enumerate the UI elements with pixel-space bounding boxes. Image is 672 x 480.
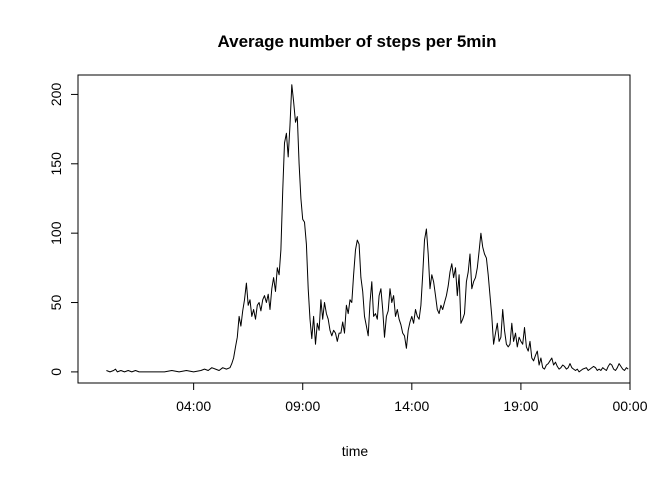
x-tick-label: 19:00 <box>503 398 538 414</box>
x-axis: 04:00 09:00 14:00 19:00 00:00 <box>176 382 648 414</box>
chart-title: Average number of steps per 5min <box>217 32 496 51</box>
series-line <box>106 84 629 373</box>
y-tick-label: 150 <box>48 152 64 176</box>
y-tick-label: 100 <box>48 221 64 245</box>
x-axis-label: time <box>342 443 369 459</box>
y-tick-label: 200 <box>48 83 64 107</box>
x-tick-label: 14:00 <box>394 398 429 414</box>
x-tick-label: 04:00 <box>176 398 211 414</box>
x-tick-label: 00:00 <box>612 398 647 414</box>
y-tick-label: 50 <box>48 295 64 311</box>
x-tick-label: 09:00 <box>285 398 320 414</box>
y-tick-label: 0 <box>48 368 64 376</box>
y-axis: 0 50 100 150 200 <box>48 83 79 376</box>
plot-box <box>77 74 631 384</box>
